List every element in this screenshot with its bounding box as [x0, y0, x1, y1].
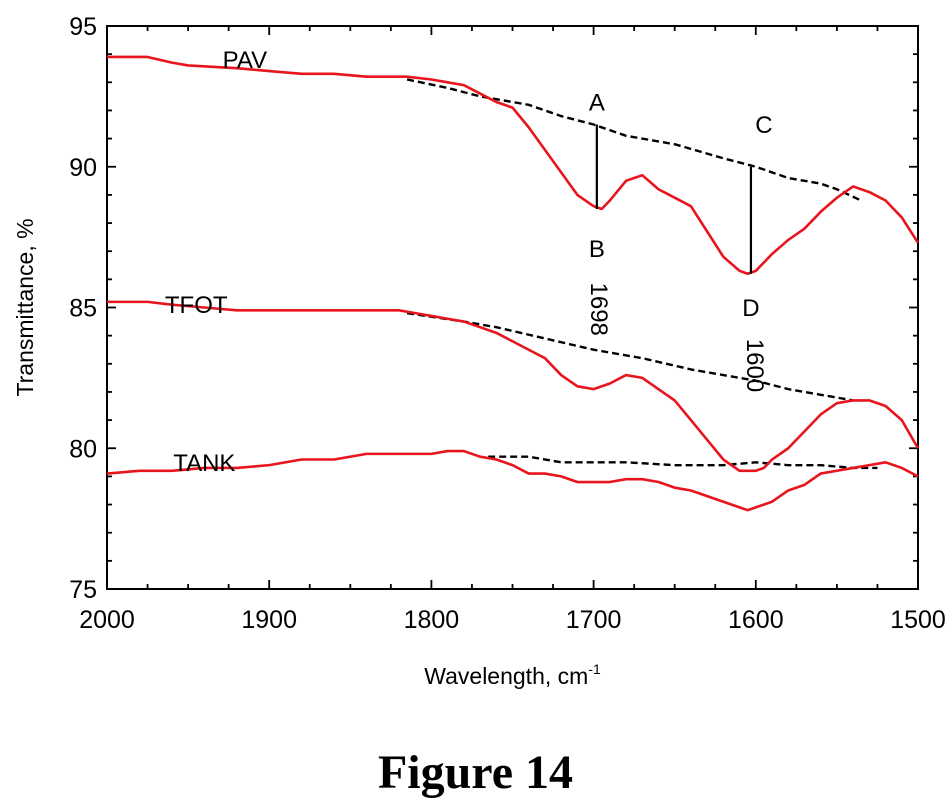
annotation-label: TANK: [173, 450, 235, 477]
annotation-label: 1600: [741, 339, 768, 392]
x-tick-label: 1500: [890, 606, 946, 634]
y-tick-label: 80: [69, 435, 97, 463]
annotation-label: TFOT: [165, 292, 228, 319]
annotation-label: B: [589, 236, 605, 263]
annotation-label: C: [755, 112, 772, 139]
y-tick-label: 85: [69, 295, 97, 323]
plot-frame: [106, 25, 919, 590]
y-tick-label: 90: [69, 154, 97, 182]
baseline-2: [488, 455, 878, 470]
spectrum-chart: 2000 1900 1800 1700 1600 1500 75 80 85 90 95 Wavele…: [12, 13, 946, 689]
baseline-0: [406, 78, 862, 202]
annotation-label: 1698: [585, 283, 612, 336]
series-line-pav: [107, 55, 920, 276]
x-tick-label: 1800: [404, 606, 460, 634]
y-tick-label: 75: [69, 576, 97, 604]
y-tick-label: 95: [69, 13, 97, 41]
y-axis-title: Transmittance, %: [12, 218, 38, 396]
series-line-tfot: [107, 300, 920, 473]
x-axis-title: Wavelength, cm-1: [424, 661, 601, 689]
x-axis-title-exponent: -1: [588, 661, 601, 677]
annotation-label: A: [589, 89, 605, 116]
figure-caption: Figure 14: [377, 746, 574, 799]
baseline-1: [406, 311, 854, 402]
annotation-label: D: [742, 295, 759, 322]
x-tick-label: 1600: [728, 606, 784, 634]
x-tick-label: 1900: [241, 606, 297, 634]
x-tick-label: 2000: [79, 606, 135, 634]
x-tick-label: 1700: [566, 606, 622, 634]
series-line-tank: [106, 449, 919, 512]
annotation-label: PAV: [223, 47, 267, 74]
